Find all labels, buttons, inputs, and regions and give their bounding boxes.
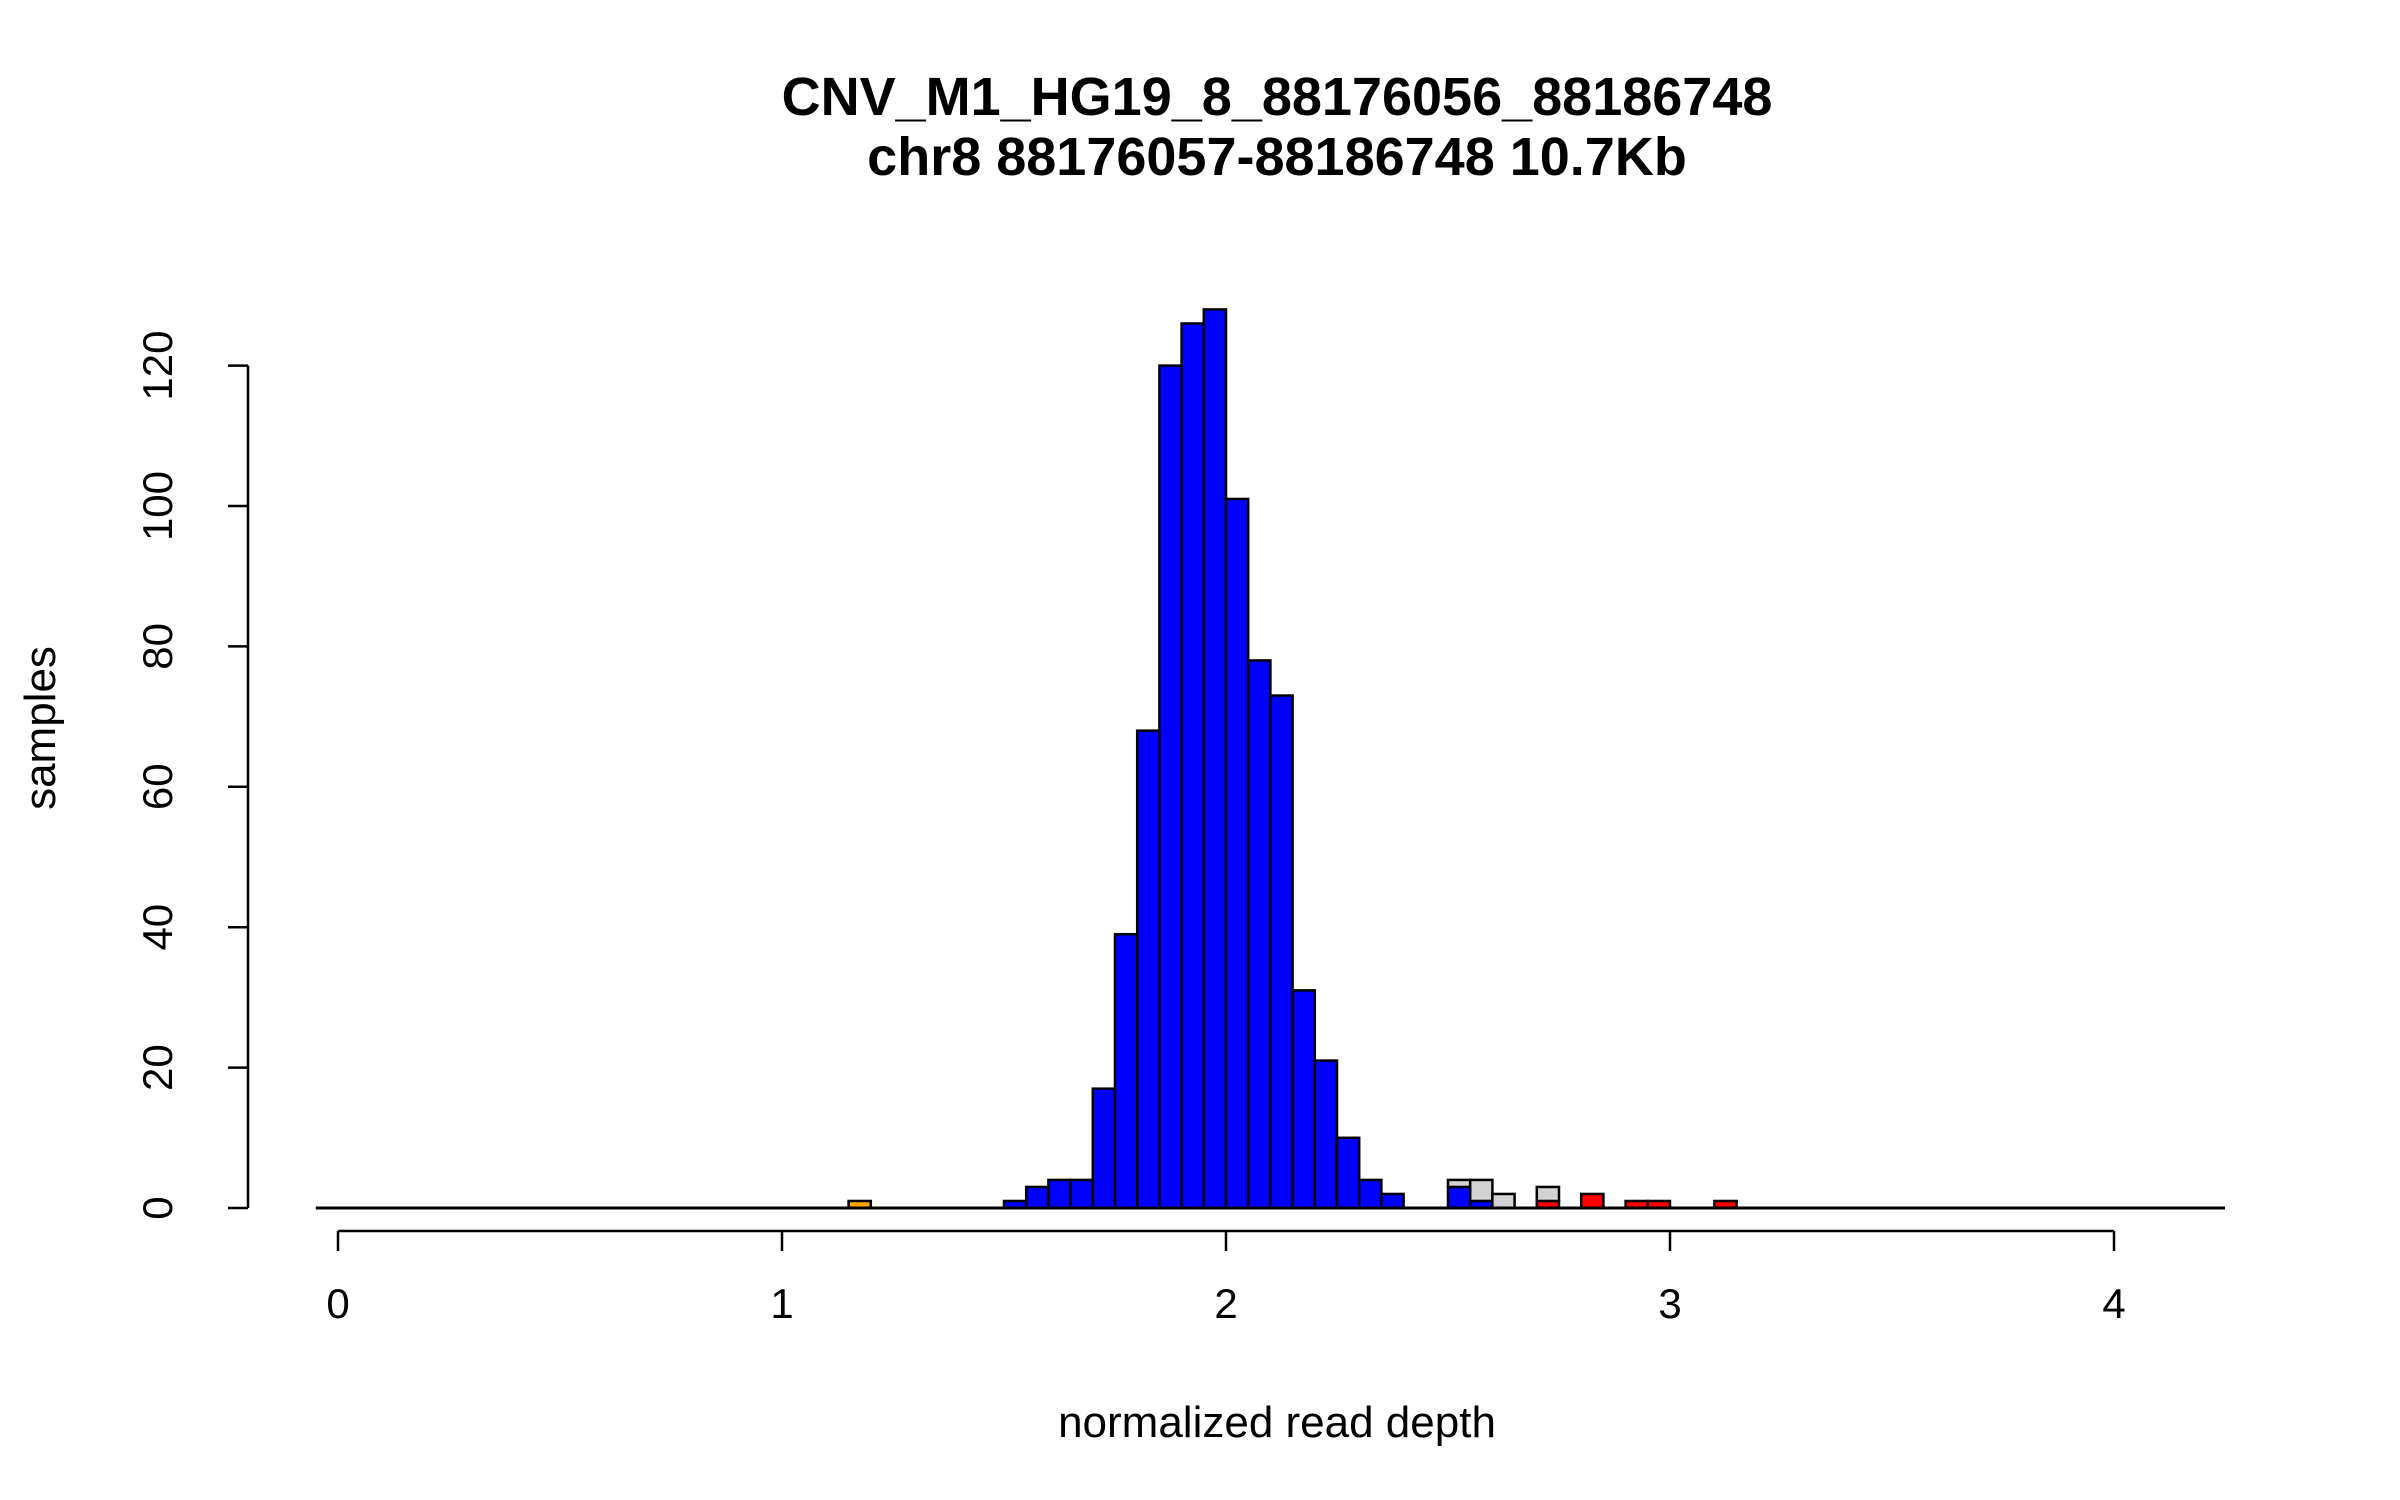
- bars-layer: [847, 308, 1738, 1210]
- bar-ambiguous-2.60: [1491, 1192, 1516, 1210]
- bar-copy-number-2-1.65: [1069, 1178, 1095, 1210]
- bar-copy-number-2-2.25: [1335, 1136, 1361, 1210]
- y-tick-label-0: 0: [134, 1196, 181, 1219]
- bar-copy-number-3-2.80: [1579, 1192, 1605, 1210]
- x-tick-label-3: 3: [1658, 1280, 1681, 1327]
- bar-copy-number-2-1.60: [1047, 1178, 1072, 1210]
- bar-ambiguous-2.55: [1468, 1178, 1494, 1203]
- x-tick-label-2: 2: [1214, 1280, 1237, 1327]
- y-tick-label-20: 20: [134, 1044, 181, 1091]
- bar-copy-number-2-2.30: [1357, 1178, 1383, 1210]
- bar-ambiguous-2.50: [1446, 1178, 1472, 1189]
- bar-copy-number-2-1.80: [1135, 729, 1161, 1210]
- bar-copy-number-2-1.75: [1113, 932, 1139, 1210]
- y-tick-label-40: 40: [134, 904, 181, 951]
- bar-copy-number-2-1.90: [1180, 322, 1206, 1210]
- x-axis-label: normalized read depth: [1058, 1398, 1496, 1447]
- bar-copy-number-2-2.20: [1313, 1059, 1339, 1210]
- y-axis: 0 20 40 60 80 100 120: [134, 331, 250, 1220]
- bar-ambiguous-2.70: [1535, 1185, 1561, 1203]
- chart-subtitle: chr8 88176057-88186748 10.7Kb: [867, 127, 1687, 187]
- y-tick-label-100: 100: [134, 471, 181, 541]
- y-tick-label-60: 60: [134, 763, 181, 810]
- bar-copy-number-2-1.95: [1202, 308, 1228, 1210]
- y-tick-label-80: 80: [134, 623, 181, 670]
- x-axis: 0 1 2 3 4: [326, 1229, 2126, 1327]
- bar-copy-number-2-2.00: [1224, 497, 1250, 1210]
- y-tick-label-120: 120: [134, 331, 181, 401]
- x-tick-label-1: 1: [770, 1280, 793, 1327]
- bar-copy-number-2-1.85: [1158, 364, 1183, 1210]
- chart-title: CNV_M1_HG19_8_88176056_88186748: [782, 67, 1773, 127]
- y-axis-label: samples: [16, 646, 65, 810]
- bar-copy-number-2-2.05: [1246, 659, 1272, 1210]
- bar-copy-number-2-2.35: [1380, 1192, 1405, 1210]
- x-tick-label-0: 0: [326, 1280, 349, 1327]
- bar-copy-number-2-1.70: [1091, 1087, 1117, 1210]
- bar-copy-number-2-2.15: [1291, 989, 1317, 1210]
- bar-copy-number-2-1.55: [1024, 1185, 1050, 1210]
- bar-copy-number-2-2.10: [1269, 694, 1294, 1210]
- x-tick-label-4: 4: [2102, 1280, 2125, 1327]
- bar-copy-number-2-2.50: [1446, 1185, 1472, 1210]
